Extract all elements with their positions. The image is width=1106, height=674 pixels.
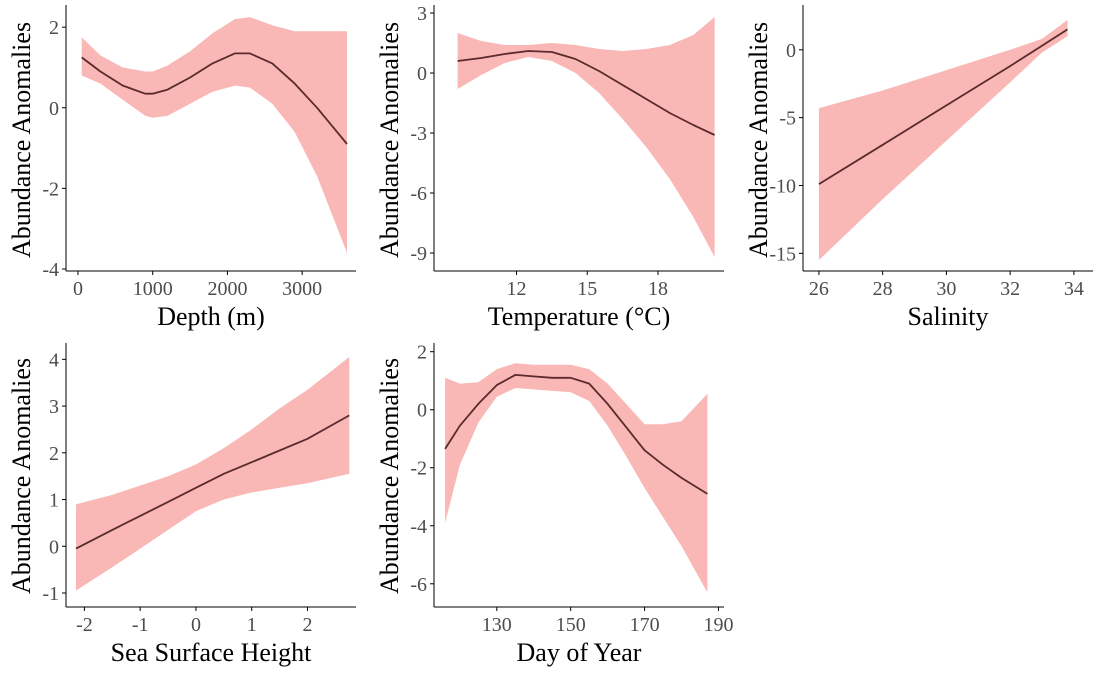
- y-axis-title: Abundance Anomalies: [7, 22, 36, 258]
- chart-panel-4: -2 -1 0 1 2 -1 0 1 2 3 4 Sea Surface Height Abundanc…: [7, 343, 356, 667]
- x-tick-label: 30: [936, 278, 956, 300]
- y-tick-label: 4: [49, 349, 59, 371]
- fitted-line: [75, 414, 350, 550]
- confidence-band: [81, 17, 347, 253]
- x-tick-label: 3000: [282, 278, 322, 300]
- chart-panel-1: 0 1000 2000 3000 -4 -2 0 2 Depth (m) Abundance An…: [7, 5, 356, 331]
- confidence-band: [457, 17, 715, 257]
- x-tick-label: 150: [556, 614, 586, 636]
- y-tick-label: -5: [779, 108, 796, 130]
- x-tick-label: 15: [577, 278, 597, 300]
- x-tick-label: 190: [703, 614, 733, 636]
- x-tick-label: 32: [1000, 278, 1020, 300]
- x-tick-label: 18: [648, 278, 668, 300]
- y-tick-label: 1: [49, 490, 59, 512]
- y-tick-label: -9: [410, 243, 427, 265]
- y-axis-title: Abundance Anomalies: [375, 22, 404, 258]
- chart-panel-5: 130 150 170 190 -6 -4 -2 0 2 Day of Year Abundance…: [375, 342, 733, 667]
- y-axis-title: Abundance Anomalies: [744, 22, 773, 258]
- y-tick-label: -1: [42, 583, 59, 605]
- y-tick-label: -10: [769, 176, 796, 198]
- y-tick-label: 3: [417, 3, 427, 25]
- x-axis-title: Salinity: [908, 302, 989, 331]
- y-tick-label: -15: [769, 243, 796, 265]
- fitted-line: [457, 50, 715, 136]
- y-tick-label: 0: [786, 40, 796, 62]
- chart-panel-2: 12 15 18 -9 -6 -3 0 3 Temperature (°C) Abundance …: [375, 3, 724, 331]
- y-tick-label: -2: [410, 458, 427, 480]
- x-axis-title: Sea Surface Height: [111, 638, 312, 667]
- x-tick-label: 1: [247, 614, 257, 636]
- y-tick-label: -3: [410, 123, 427, 145]
- x-axis-title: Depth (m): [157, 302, 265, 331]
- x-axis-title: Temperature (°C): [488, 302, 671, 331]
- fitted-line: [444, 373, 708, 495]
- y-tick-label: 0: [417, 63, 427, 85]
- y-tick-label: 2: [49, 443, 59, 465]
- fitted-line: [818, 28, 1068, 185]
- x-tick-label: 28: [873, 278, 893, 300]
- y-tick-label: -6: [410, 183, 427, 205]
- y-tick-label: -4: [410, 516, 427, 538]
- x-tick-label: 0: [191, 614, 201, 636]
- x-tick-label: 170: [630, 614, 660, 636]
- x-tick-label: 130: [482, 614, 512, 636]
- y-tick-label: -6: [410, 574, 427, 596]
- chart-panel-3: 26 28 30 32 34 -15 -10 -5 0 Salinity Abundance Ano…: [744, 5, 1093, 331]
- x-tick-label: 26: [809, 278, 829, 300]
- y-tick-label: 0: [49, 536, 59, 558]
- x-tick-label: 1000: [133, 278, 173, 300]
- confidence-band: [818, 19, 1068, 261]
- y-axis-title: Abundance Anomalies: [7, 358, 36, 594]
- y-tick-label: 3: [49, 396, 59, 418]
- y-tick-label: 2: [417, 342, 427, 364]
- x-tick-label: 12: [507, 278, 527, 300]
- x-tick-label: -2: [76, 614, 93, 636]
- y-tick-label: -4: [42, 259, 59, 281]
- confidence-band: [76, 357, 350, 591]
- x-tick-label: 2: [302, 614, 312, 636]
- y-axis-title: Abundance Anomalies: [375, 358, 404, 594]
- x-axis-title: Day of Year: [517, 638, 642, 667]
- y-tick-label: 0: [49, 98, 59, 120]
- y-tick-label: -2: [42, 178, 59, 200]
- x-tick-label: 34: [1064, 278, 1084, 300]
- x-tick-label: 0: [73, 278, 83, 300]
- y-tick-label: 0: [417, 400, 427, 422]
- fitted-line: [81, 52, 348, 145]
- x-tick-label: 2000: [207, 278, 247, 300]
- confidence-band: [445, 363, 708, 593]
- x-tick-label: -1: [132, 614, 149, 636]
- y-tick-label: 2: [49, 17, 59, 39]
